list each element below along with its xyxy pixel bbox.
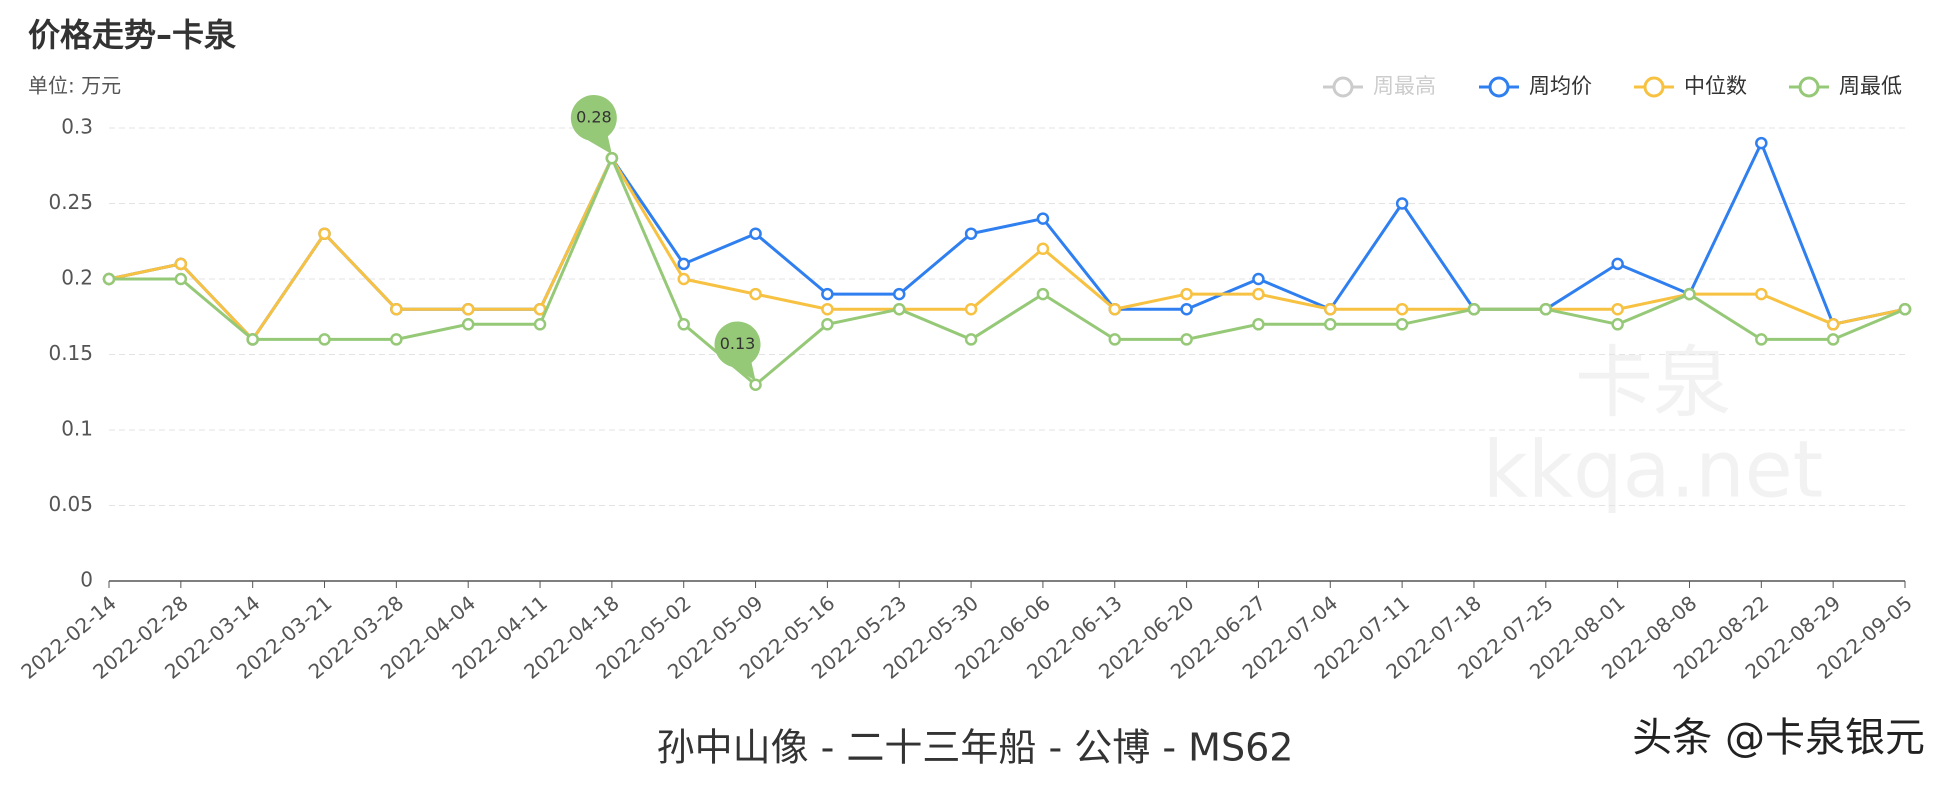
data-point <box>318 333 331 346</box>
data-point <box>1180 302 1193 316</box>
data-point <box>821 287 834 301</box>
data-point <box>677 272 690 286</box>
mark-pin <box>714 321 761 381</box>
data-point <box>1683 287 1696 301</box>
data-point <box>1324 302 1337 316</box>
data-point <box>677 318 690 331</box>
data-point <box>390 333 403 346</box>
data-point <box>677 257 690 271</box>
unit-label: 单位: 万元 <box>28 74 121 98</box>
data-point <box>892 287 906 301</box>
data-point <box>1611 302 1624 316</box>
data-point <box>174 272 188 286</box>
data-point <box>1036 212 1050 225</box>
legend-symbol <box>1643 76 1665 98</box>
legend-symbol <box>1488 76 1510 98</box>
watermark: 卡泉 <box>1575 338 1731 428</box>
data-point <box>1611 257 1624 271</box>
data-point <box>605 151 619 165</box>
series-line <box>108 155 1906 342</box>
legend-label: 周最低 <box>1839 74 1902 98</box>
data-point <box>1252 318 1265 331</box>
watermark: kkqa.net <box>1483 425 1823 515</box>
data-point <box>964 333 978 346</box>
data-point <box>533 318 547 331</box>
mark-label: 0.13 <box>720 334 756 353</box>
data-point <box>246 333 259 346</box>
footer-title: 孙中山像 - 二十三年船 - 公博 - MS62 <box>657 726 1294 770</box>
data-point <box>318 227 331 240</box>
legend-label: 中位数 <box>1684 74 1747 98</box>
y-tick-label: 0 <box>80 568 93 592</box>
data-point <box>1395 318 1409 331</box>
data-point <box>749 227 762 240</box>
legend-label: 周最高 <box>1373 74 1436 98</box>
data-point <box>1611 318 1624 331</box>
series-line <box>108 139 1906 342</box>
mark-label: 0.28 <box>576 108 612 127</box>
data-point <box>964 302 978 316</box>
data-point <box>1755 136 1768 150</box>
data-point <box>174 257 188 271</box>
mark-pin <box>570 94 617 155</box>
legend-label: 周均价 <box>1529 74 1592 98</box>
data-point <box>821 302 834 316</box>
series-line <box>109 154 1906 387</box>
data-point <box>1324 318 1337 331</box>
data-point <box>1252 272 1265 286</box>
y-tick-label: 0.3 <box>61 115 93 139</box>
credit: 头条 @卡泉银元 <box>1632 715 1925 761</box>
data-point <box>821 318 834 331</box>
data-point <box>1755 287 1768 301</box>
data-point <box>102 272 116 286</box>
data-point <box>1539 302 1553 316</box>
data-point <box>964 227 978 240</box>
chart-title: 价格走势–卡泉 <box>28 16 236 54</box>
legend-symbol <box>1798 76 1820 98</box>
legend-symbol <box>1332 76 1354 98</box>
data-point <box>1252 287 1265 301</box>
data-point <box>1108 333 1122 346</box>
y-tick-label: 0.1 <box>61 417 93 441</box>
data-point <box>1467 302 1481 316</box>
data-point <box>1826 318 1840 331</box>
y-tick-label: 0.05 <box>48 492 93 516</box>
data-point <box>1180 333 1193 346</box>
data-point <box>1395 197 1409 210</box>
data-point <box>749 378 762 391</box>
y-tick-label: 0.25 <box>48 190 93 214</box>
data-point <box>461 302 475 316</box>
data-point <box>390 302 403 316</box>
data-point <box>461 318 475 331</box>
data-point <box>1395 302 1409 316</box>
data-point <box>1108 302 1122 316</box>
data-point <box>1755 333 1768 346</box>
data-point <box>1898 302 1912 316</box>
data-point <box>1036 242 1050 256</box>
y-tick-label: 0.15 <box>48 341 93 365</box>
data-point <box>1036 287 1050 301</box>
y-tick-label: 0.2 <box>61 266 93 290</box>
data-point <box>892 302 906 316</box>
data-point <box>1180 287 1193 301</box>
data-point <box>1826 333 1840 346</box>
data-point <box>749 287 762 301</box>
